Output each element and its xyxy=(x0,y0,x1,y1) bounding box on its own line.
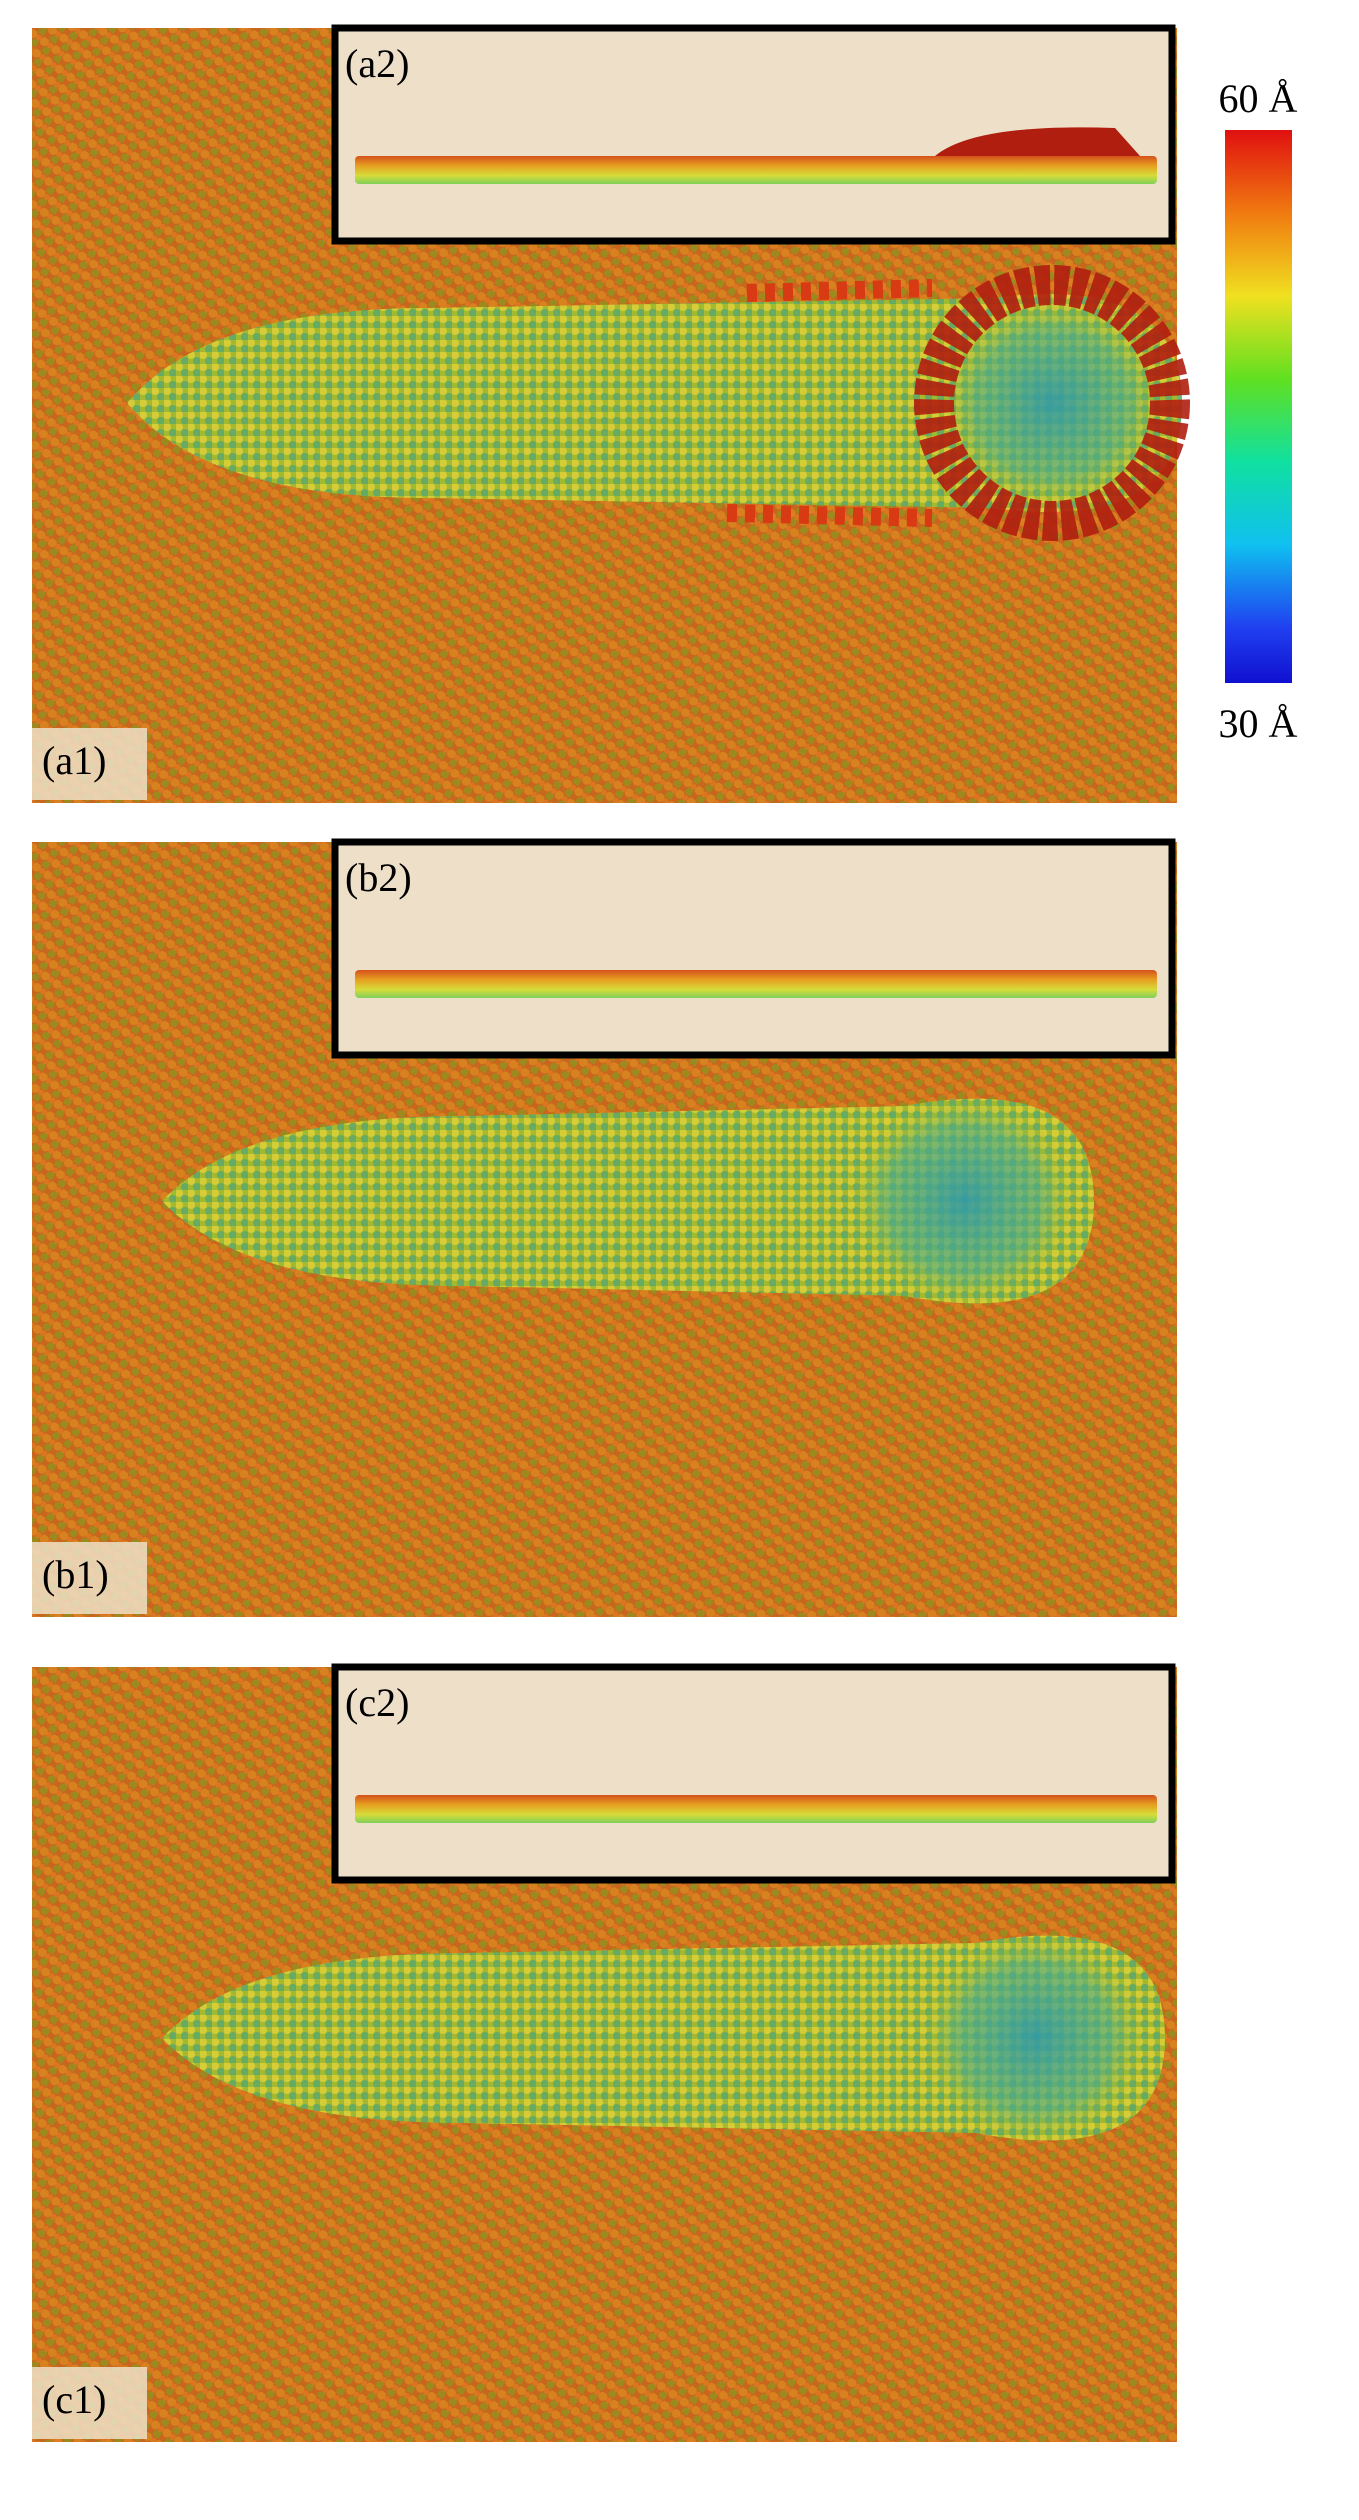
colorbar-gradient xyxy=(1225,130,1292,683)
ejecta xyxy=(726,279,933,527)
inset-pileup xyxy=(935,127,1140,156)
colorbar-bottom-label: 30 Å xyxy=(1219,701,1298,746)
panel: (a2) (a1) xyxy=(32,24,1190,803)
stream-track xyxy=(127,293,1182,513)
stream-track xyxy=(162,1935,1165,2141)
panel-label-box xyxy=(32,728,147,800)
panel-label-box xyxy=(32,1542,147,1614)
panel-label-box xyxy=(32,2367,147,2439)
inset-slab xyxy=(355,156,1157,184)
inset-slab xyxy=(355,970,1157,998)
panel: (c2) (c1) xyxy=(32,1663,1177,2442)
stream-core xyxy=(942,298,1162,508)
panel: (b2) (b1) xyxy=(32,838,1177,1617)
inset-background xyxy=(331,838,1176,1059)
stream-core xyxy=(925,1933,1145,2143)
inset-label: (a2) xyxy=(345,41,409,86)
panel-label: (b1) xyxy=(42,1552,109,1597)
inset-slab xyxy=(355,1795,1157,1823)
panel-label: (a1) xyxy=(42,738,106,783)
stream-track xyxy=(162,1098,1094,1304)
colorbar: 60 Å 30 Å xyxy=(1219,76,1298,746)
colorbar-top-label: 60 Å xyxy=(1219,76,1298,121)
inset-label: (b2) xyxy=(345,855,412,900)
crater-rim xyxy=(914,265,1190,541)
panel-label: (c1) xyxy=(42,2377,106,2422)
inset-background xyxy=(331,1663,1176,1884)
stream-core xyxy=(854,1096,1074,1306)
inset-label: (c2) xyxy=(345,1680,409,1725)
